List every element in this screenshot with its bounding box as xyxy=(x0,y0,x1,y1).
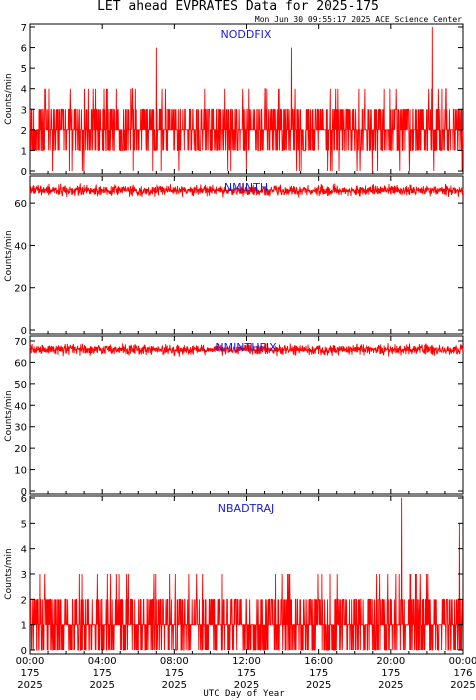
panel-name-label: NMINTH xyxy=(224,181,268,194)
panel-noddfix: 0 1 2 3 4 5 6 7 Counts/min NODDFIX xyxy=(4,23,464,178)
y-tick-label: 40 xyxy=(14,241,27,252)
y-axis-label: Counts/min xyxy=(4,73,14,124)
x-tick-label: 2025 xyxy=(450,680,475,691)
y-tick-label: 6 xyxy=(21,44,27,55)
panel-name-label: NMINTHFIX xyxy=(215,341,277,354)
y-tick-label: 2 xyxy=(21,595,27,606)
y-tick-label: 5 xyxy=(21,64,27,75)
y-axis-label: Counts/min xyxy=(4,548,14,599)
x-tick-label: 2025 xyxy=(162,680,187,691)
y-tick-label: 3 xyxy=(21,570,27,581)
trace-nbadtraj xyxy=(29,497,463,651)
panel-name-label: NODDFIX xyxy=(221,28,272,41)
x-tick-label: 16:00 xyxy=(304,656,333,667)
x-tick-label: 2025 xyxy=(89,680,114,691)
y-tick-label: 0 xyxy=(21,646,27,657)
figure-title: LET ahead EVPRATES Data for 2025-175 xyxy=(97,0,379,14)
x-tick-label: 08:00 xyxy=(160,656,189,667)
panel-frame xyxy=(29,175,464,335)
y-axis-label: Counts/min xyxy=(4,230,14,281)
x-tick-label: 175 xyxy=(165,668,184,679)
panel-frame xyxy=(29,335,464,495)
x-tick-label: 175 xyxy=(93,668,112,679)
x-tick-label: 175 xyxy=(309,668,328,679)
y-tick-label: 6 xyxy=(21,494,27,505)
x-tick-label: 20:00 xyxy=(376,656,405,667)
trace-nminth xyxy=(29,183,464,198)
y-tick-label: 30 xyxy=(14,423,27,434)
y-tick-label: 5 xyxy=(21,519,27,530)
y-tick-label: 20 xyxy=(14,444,27,455)
y-tick-label: 1 xyxy=(21,146,27,157)
trace-nminthfix xyxy=(29,343,464,357)
y-tick-label: 50 xyxy=(14,380,27,391)
timestamp: Mon Jun 30 09:55:17 2025 ACE Science Cen… xyxy=(255,15,462,24)
x-tick-label: 175 xyxy=(381,668,400,679)
y-tick-label: 0 xyxy=(21,167,27,178)
y-tick-label: 3 xyxy=(21,105,27,116)
y-tick-label: 1 xyxy=(21,621,27,632)
y-tick-label: 60 xyxy=(14,199,27,210)
y-tick-label: 20 xyxy=(14,284,27,295)
x-tick-label: 2025 xyxy=(17,680,42,691)
y-tick-label: 0 xyxy=(21,487,27,498)
panel-nbadtraj: 0 1 2 3 4 5 6 Counts/min NBADTRAJ xyxy=(4,494,464,657)
x-tick-label: 2025 xyxy=(234,680,259,691)
y-tick-label: 10 xyxy=(14,466,27,477)
y-axis-label: Counts/min xyxy=(4,390,14,441)
x-tick-label: 175 xyxy=(20,668,39,679)
trace-noddfix xyxy=(29,26,464,172)
x-axis: 00:00175202504:00175202508:00175202512:0… xyxy=(16,656,476,691)
y-tick-label: 60 xyxy=(14,358,27,369)
x-tick-label: 04:00 xyxy=(88,656,117,667)
y-tick-label: 7 xyxy=(21,23,27,34)
x-tick-label: 00:00 xyxy=(449,656,476,667)
y-tick-label: 40 xyxy=(14,401,27,412)
panel-nminthfix: 0 10 20 30 40 50 60 70 Counts/min NMINTHFIX xyxy=(4,335,464,498)
x-tick-label: 00:00 xyxy=(16,656,45,667)
x-tick-label: 175 xyxy=(237,668,256,679)
panel-nminth: 0 20 40 60 Counts/min NMINTH xyxy=(4,175,464,337)
x-tick-label: 2025 xyxy=(306,680,331,691)
y-tick-label: 70 xyxy=(14,337,27,348)
panels: 01234567Counts/minNODDFIX0204060Counts/m… xyxy=(4,23,464,657)
y-tick-label: 0 xyxy=(21,326,27,337)
panel-name-label: NBADTRAJ xyxy=(218,502,274,515)
y-tick-label: 4 xyxy=(21,545,27,556)
x-tick-label: 12:00 xyxy=(232,656,261,667)
y-tick-label: 4 xyxy=(21,85,27,96)
y-tick-label: 2 xyxy=(21,126,27,137)
x-tick-label: 2025 xyxy=(378,680,403,691)
x-tick-label: 176 xyxy=(453,668,472,679)
x-axis-label: UTC Day of Year xyxy=(203,689,285,699)
